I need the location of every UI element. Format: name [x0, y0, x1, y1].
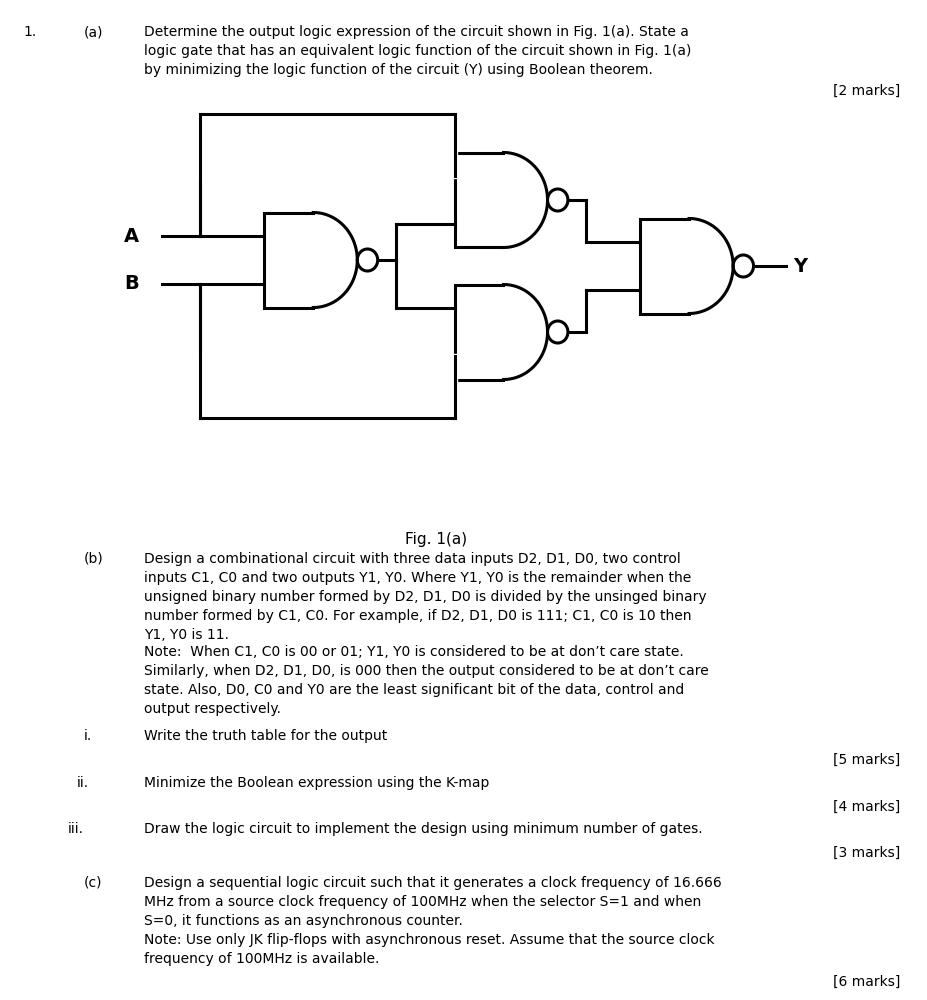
- Text: Fig. 1(a): Fig. 1(a): [405, 532, 466, 547]
- Text: [3 marks]: [3 marks]: [832, 846, 899, 860]
- Text: Design a combinational circuit with three data inputs D2, D1, D0, two control
in: Design a combinational circuit with thre…: [144, 552, 705, 642]
- Text: Note:  When C1, C0 is 00 or 01; Y1, Y0 is considered to be at don’t care state.
: Note: When C1, C0 is 00 or 01; Y1, Y0 is…: [144, 645, 708, 716]
- Text: 1.: 1.: [23, 25, 36, 39]
- Text: (c): (c): [83, 876, 102, 890]
- Text: i.: i.: [83, 729, 92, 743]
- Text: [2 marks]: [2 marks]: [832, 84, 899, 98]
- Text: B: B: [124, 274, 139, 293]
- Text: [4 marks]: [4 marks]: [832, 800, 899, 814]
- Text: [6 marks]: [6 marks]: [832, 975, 899, 989]
- Text: Determine the output logic expression of the circuit shown in Fig. 1(a). State a: Determine the output logic expression of…: [144, 25, 691, 77]
- Text: Draw the logic circuit to implement the design using minimum number of gates.: Draw the logic circuit to implement the …: [144, 822, 702, 836]
- Text: Design a sequential logic circuit such that it generates a clock frequency of 16: Design a sequential logic circuit such t…: [144, 876, 721, 966]
- Text: Y: Y: [793, 256, 806, 275]
- Text: A: A: [124, 227, 139, 246]
- Text: [5 marks]: [5 marks]: [832, 753, 899, 767]
- Text: iii.: iii.: [68, 822, 83, 836]
- Text: Write the truth table for the output: Write the truth table for the output: [144, 729, 387, 743]
- Text: (b): (b): [83, 552, 103, 566]
- Text: (a): (a): [83, 25, 103, 39]
- Text: ii.: ii.: [77, 776, 89, 790]
- Text: Minimize the Boolean expression using the K-map: Minimize the Boolean expression using th…: [144, 776, 489, 790]
